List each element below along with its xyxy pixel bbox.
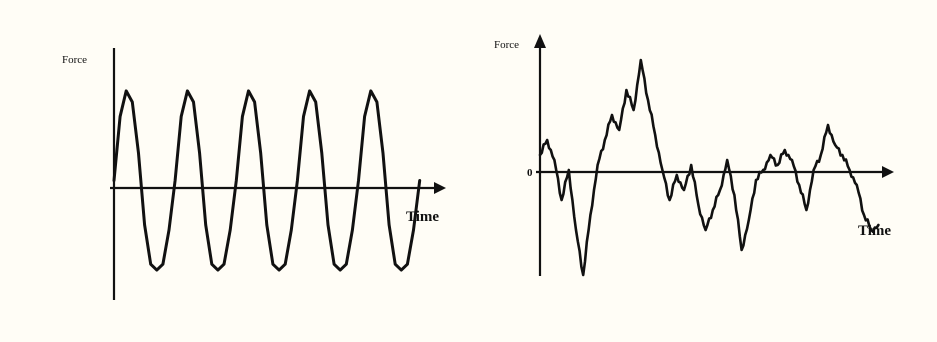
right-zero-label: 0 — [527, 167, 533, 179]
random-force-chart: Force 0 Time — [494, 34, 894, 277]
right-ylabel: Force — [494, 39, 519, 51]
left-series-line — [112, 89, 422, 272]
left-x-axis-arrow — [434, 182, 446, 194]
periodic-force-chart: Force Time — [62, 48, 446, 300]
left-ylabel: Force — [62, 54, 87, 66]
right-y-axis-arrow — [534, 34, 546, 48]
right-x-axis-arrow — [882, 166, 894, 178]
left-xlabel: Time — [406, 209, 439, 225]
right-series-line — [538, 58, 880, 277]
